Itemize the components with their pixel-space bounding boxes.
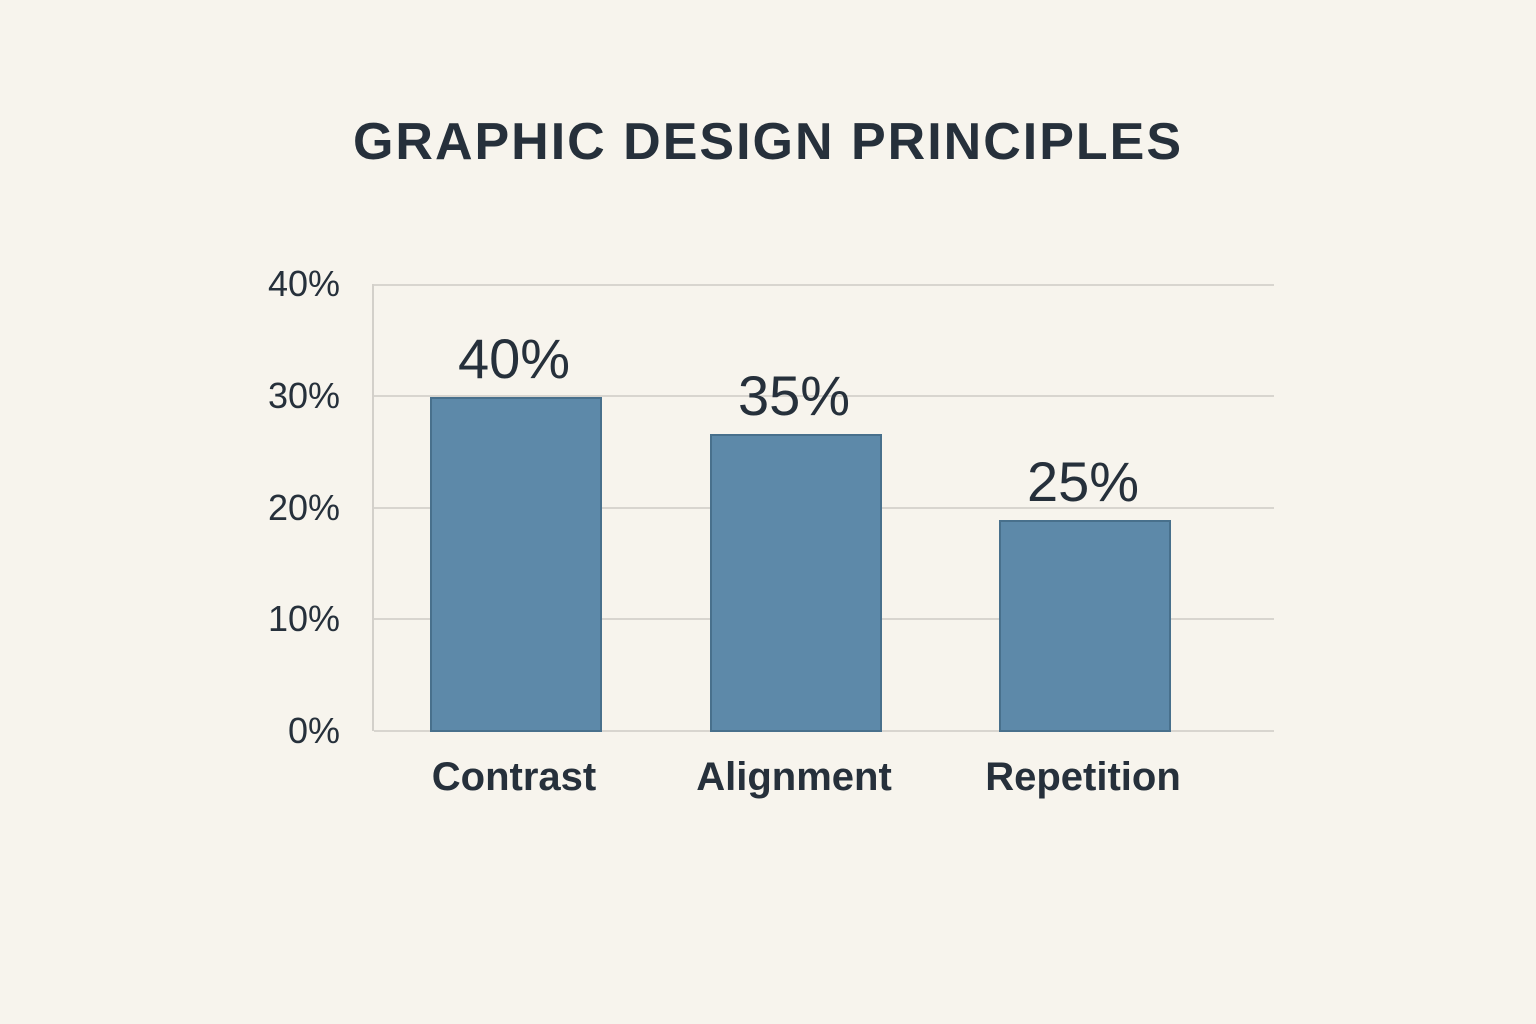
chart-title: GRAPHIC DESIGN PRINCIPLES	[352, 113, 1184, 171]
bar-value-label-contrast: 40%	[457, 327, 571, 390]
gridline	[374, 395, 1274, 397]
y-axis-tick-label: 10%	[267, 598, 340, 639]
y-axis-tick-label: 0%	[287, 710, 340, 751]
x-axis-label-repetition: Repetition	[985, 755, 1181, 799]
bar-contrast	[430, 397, 602, 732]
gridline	[374, 284, 1274, 286]
x-axis-label-alignment: Alignment	[696, 755, 892, 799]
plot-area	[372, 284, 1274, 732]
x-axis-label-contrast: Contrast	[431, 755, 597, 799]
bar-value-label-repetition: 25%	[1026, 450, 1140, 513]
y-axis-tick-label: 40%	[267, 263, 340, 304]
bar-value-label-alignment: 35%	[737, 364, 851, 427]
bar-alignment	[710, 434, 882, 732]
bar-repetition	[999, 520, 1171, 732]
y-axis-tick-label: 30%	[267, 375, 340, 416]
y-axis-tick-label: 20%	[267, 487, 340, 528]
